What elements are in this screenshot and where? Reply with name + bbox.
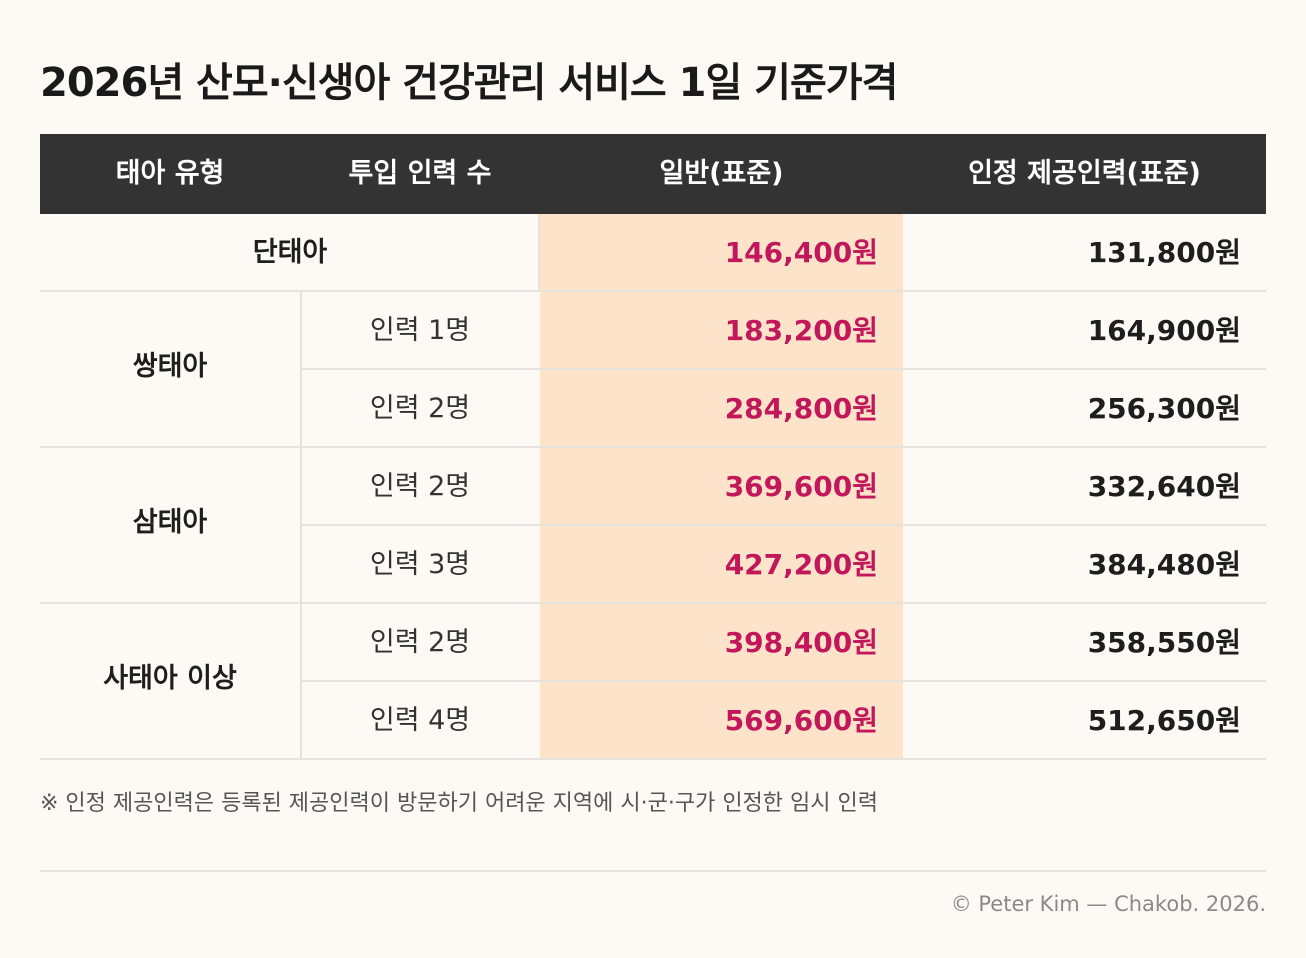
row-divider — [300, 368, 1266, 370]
certified-price: 332,640원 — [1087, 470, 1241, 503]
price-table: 태아 유형 투입 인력 수 일반(표준) 인정 제공인력(표준) 단태아 쌍태아… — [40, 134, 1266, 760]
staff-count: 인력 2명 — [369, 393, 471, 424]
row-divider — [40, 602, 1266, 604]
general-price: 284,800원 — [724, 392, 878, 425]
fetus-type-triplets: 삼태아 — [132, 507, 208, 538]
row-divider — [300, 524, 1266, 526]
column-divider — [538, 214, 540, 290]
staff-count: 인력 4명 — [369, 705, 471, 736]
footer-divider — [40, 870, 1266, 872]
certified-price: 131,800원 — [1087, 236, 1241, 269]
header-general-price: 일반(표준) — [659, 158, 784, 189]
fetus-type-single: 단태아 — [252, 237, 328, 268]
staff-count: 인력 1명 — [369, 315, 471, 346]
general-price: 369,600원 — [724, 470, 878, 503]
certified-price: 512,650원 — [1087, 704, 1241, 737]
footnote: ※ 인정 제공인력은 등록된 제공인력이 방문하기 어려운 지역에 시·군·구가… — [40, 791, 878, 816]
staff-count: 인력 2명 — [369, 627, 471, 658]
row-divider — [40, 446, 1266, 448]
staff-count: 인력 3명 — [369, 549, 471, 580]
header-staff-count: 투입 인력 수 — [348, 158, 492, 189]
page-title: 2026년 산모·신생아 건강관리 서비스 1일 기준가격 — [40, 60, 898, 106]
row-divider — [300, 680, 1266, 682]
fetus-type-quadruplets-plus: 사태아 이상 — [103, 663, 237, 694]
header-fetus-type: 태아 유형 — [115, 158, 225, 189]
general-price-column-highlight — [540, 214, 903, 759]
row-divider — [40, 758, 1266, 760]
copyright-credit: © Peter Kim — Chakob. 2026. — [950, 892, 1266, 916]
table-header: 태아 유형 투입 인력 수 일반(표준) 인정 제공인력(표준) — [40, 134, 1266, 214]
general-price: 569,600원 — [724, 704, 878, 737]
general-price: 398,400원 — [724, 626, 878, 659]
row-divider — [40, 290, 1266, 292]
certified-price: 256,300원 — [1087, 392, 1241, 425]
header-certified-price: 인정 제공인력(표준) — [968, 158, 1201, 189]
general-price: 146,400원 — [724, 236, 878, 269]
general-price: 183,200원 — [724, 314, 878, 347]
certified-price: 358,550원 — [1087, 626, 1241, 659]
fetus-type-twins: 쌍태아 — [132, 351, 208, 382]
staff-count: 인력 2명 — [369, 471, 471, 502]
general-price: 427,200원 — [724, 548, 878, 581]
certified-price: 164,900원 — [1087, 314, 1241, 347]
column-divider — [300, 292, 302, 758]
certified-price: 384,480원 — [1087, 548, 1241, 581]
